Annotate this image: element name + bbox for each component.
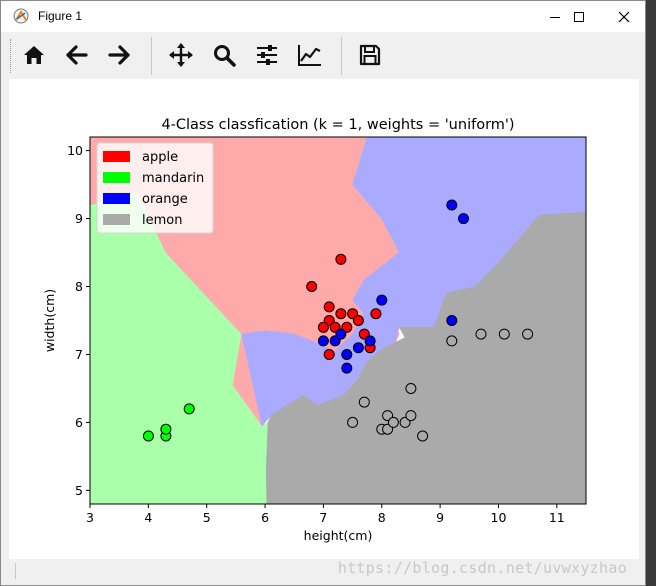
toolbar-separator (151, 37, 152, 75)
data-point-apple (370, 308, 382, 320)
data-point-lemon (405, 410, 417, 422)
data-point-lemon (475, 328, 487, 340)
legend-label-lemon: lemon (142, 213, 182, 228)
minimize-button[interactable] (532, 1, 578, 32)
edit-axes-icon (298, 45, 321, 66)
close-icon (618, 11, 630, 22)
x-tick-label: 6 (261, 510, 269, 525)
x-tick-label: 10 (491, 510, 507, 525)
decision-region-lemon (265, 211, 586, 504)
chart-title: 4-Class classfication (k = 1, weights = … (161, 117, 514, 133)
data-point-lemon (358, 396, 370, 408)
edit-axes-button[interactable] (293, 38, 327, 72)
close-button[interactable] (601, 1, 647, 32)
back-button[interactable] (60, 38, 94, 72)
legend-swatch-orange (103, 193, 130, 204)
data-point-orange (458, 213, 469, 225)
data-point-lemon (522, 328, 534, 340)
y-tick-label: 5 (75, 483, 83, 498)
data-point-apple (317, 321, 329, 333)
x-tick-label: 5 (203, 510, 211, 525)
maximize-button[interactable] (556, 1, 602, 32)
data-point-apple (335, 253, 347, 265)
x-tick-label: 8 (378, 510, 386, 525)
y-tick-label: 8 (75, 279, 83, 294)
data-point-mandarin (160, 423, 172, 435)
x-tick-label: 4 (144, 510, 152, 525)
back-arrow-icon (66, 45, 88, 65)
desktop-background (646, 0, 656, 586)
configure-subplots-icon (257, 45, 277, 65)
data-point-apple (306, 281, 318, 292)
y-tick-label: 7 (75, 347, 83, 362)
data-point-orange (446, 199, 458, 211)
data-point-orange (376, 294, 388, 306)
data-point-orange (352, 342, 364, 354)
legend-box (96, 142, 214, 234)
legend-swatch-apple (103, 151, 130, 162)
navigation-toolbar (1, 32, 645, 79)
data-point-orange (317, 335, 329, 347)
data-point-mandarin (183, 403, 195, 415)
data-point-lemon (405, 383, 417, 394)
legend-swatch-mandarin (103, 172, 130, 183)
home-button[interactable] (17, 38, 51, 72)
legend-swatch-lemon (103, 214, 130, 225)
maximize-icon (574, 11, 584, 22)
app-icon (13, 8, 29, 24)
toolbar-grip[interactable] (10, 39, 14, 73)
data-point-lemon (446, 335, 458, 347)
legend-label-orange: orange (142, 192, 188, 207)
x-tick-label: 7 (319, 510, 327, 525)
x-tick-label: 11 (549, 510, 565, 525)
y-tick-label: 9 (75, 211, 83, 226)
data-point-orange (341, 362, 353, 374)
data-point-lemon (347, 416, 359, 428)
status-divider (15, 563, 17, 579)
data-point-orange (364, 335, 376, 347)
status-bar: https://blog.csdn.net/uvwxyzhao (1, 559, 645, 585)
legend-label-mandarin: mandarin (142, 171, 204, 186)
zoom-icon (214, 45, 236, 67)
minimize-icon (550, 16, 560, 18)
data-point-mandarin (142, 430, 154, 442)
x-tick-label: 3 (86, 510, 94, 525)
data-point-apple (335, 308, 347, 320)
title-bar[interactable]: Figure 1 (1, 1, 645, 32)
save-icon (359, 44, 381, 66)
data-point-apple (352, 315, 364, 326)
data-point-orange (446, 315, 458, 326)
data-point-orange (341, 349, 353, 360)
save-button[interactable] (353, 38, 387, 72)
chart-svg[interactable]: 3 4 5 6 7 8 9 10 11 5 6 7 8 9 10 4-Class classfication… (9, 79, 639, 559)
toolbar-separator (341, 37, 342, 75)
watermark-text: https://blog.csdn.net/uvwxyzhao (337, 559, 627, 577)
data-point-apple (323, 301, 335, 313)
configure-subplots-button[interactable] (250, 38, 284, 72)
pan-button[interactable] (164, 38, 198, 72)
data-point-lemon (387, 416, 399, 428)
x-axis-label: height(cm) (304, 528, 373, 543)
forward-arrow-icon (108, 45, 130, 65)
x-tick-label: 9 (436, 510, 444, 525)
data-point-lemon (498, 328, 510, 340)
zoom-button[interactable] (207, 38, 241, 72)
axes-frame (89, 136, 587, 505)
legend-label-apple: apple (142, 150, 178, 165)
y-axis-label: width(cm) (42, 289, 57, 352)
y-tick-label: 6 (75, 415, 83, 430)
data-point-lemon (417, 430, 429, 442)
y-tick-label: 10 (67, 143, 83, 158)
forward-button[interactable] (102, 38, 136, 72)
data-point-orange (335, 328, 347, 340)
window-title: Figure 1 (38, 9, 83, 23)
data-point-apple (323, 349, 335, 360)
home-icon (24, 46, 44, 64)
figure-canvas[interactable]: 3 4 5 6 7 8 9 10 11 5 6 7 8 9 10 4-Class classfication… (9, 79, 639, 559)
pan-icon (169, 43, 193, 67)
